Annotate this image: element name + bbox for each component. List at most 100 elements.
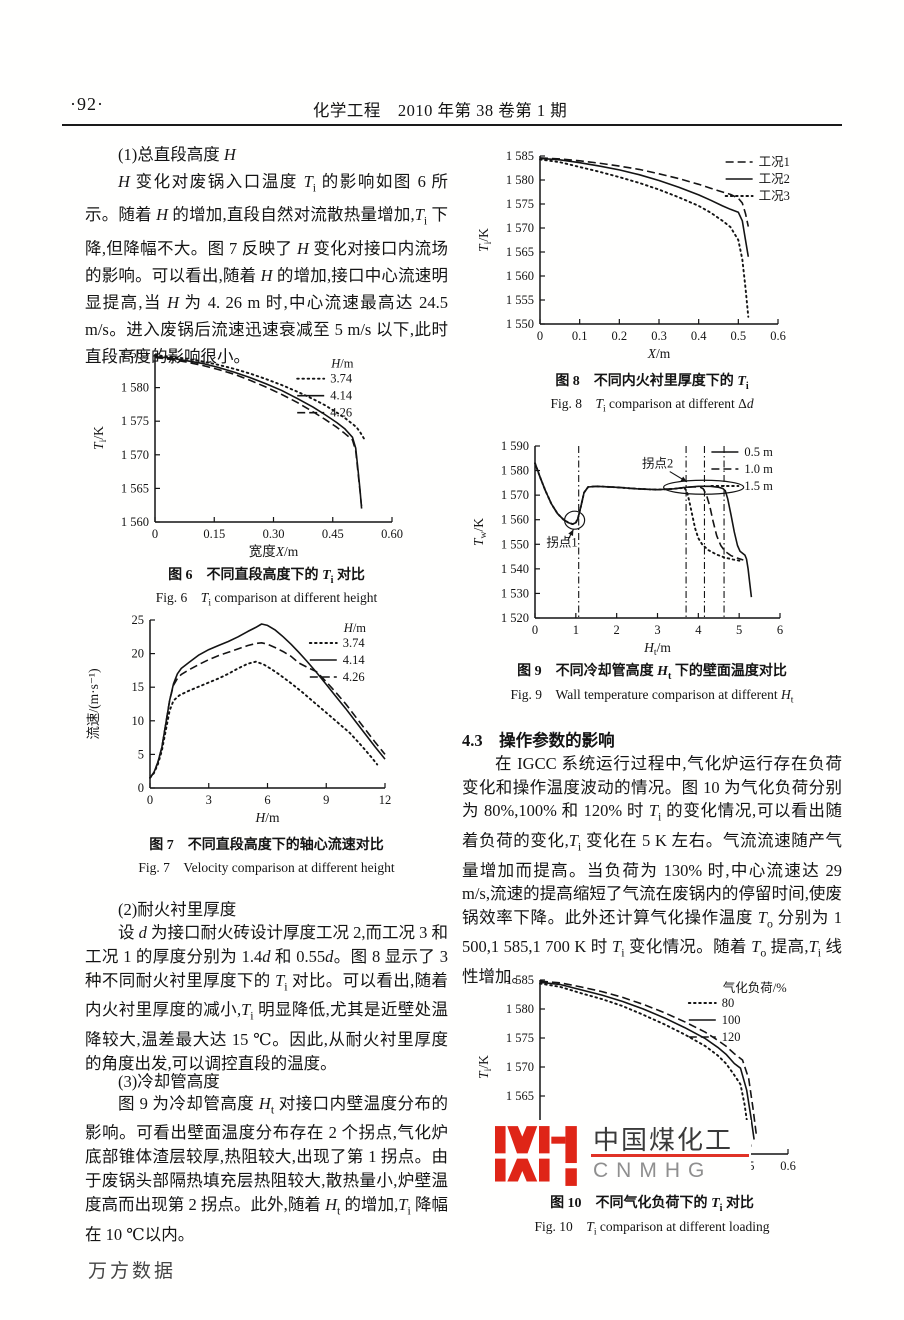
- svg-text:10: 10: [132, 714, 145, 728]
- svg-text:0: 0: [152, 527, 158, 541]
- figure-8-caption-en: Fig. 8 Ti comparison at different Δd: [550, 396, 754, 415]
- svg-text:1: 1: [573, 623, 579, 637]
- svg-text:1 540: 1 540: [501, 562, 529, 576]
- figure-10-caption-zh: 图 10 不同气化负荷下的 Ti 对比: [550, 1196, 754, 1214]
- svg-text:5: 5: [736, 623, 742, 637]
- svg-text:1 580: 1 580: [501, 464, 529, 478]
- paragraph-3: 图 9 为冷却管高度 Ht 对接口内壁温度分布的影响。可看出壁面温度分布存在 2…: [85, 1094, 449, 1244]
- svg-text:2: 2: [614, 623, 620, 637]
- svg-text:拐点2: 拐点2: [642, 456, 673, 471]
- svg-text:1 520: 1 520: [501, 611, 529, 625]
- svg-text:H/m: H/m: [343, 621, 367, 635]
- svg-text:1 560: 1 560: [121, 515, 149, 529]
- svg-text:1 580: 1 580: [506, 173, 534, 187]
- svg-text:1 575: 1 575: [121, 414, 149, 428]
- svg-text:120: 120: [722, 1030, 741, 1044]
- svg-text:0.2: 0.2: [612, 329, 628, 343]
- svg-text:H/m: H/m: [254, 810, 280, 825]
- paragraph-4: 在 IGCC 系统运行过程中,气化炉运行存在负荷变化和操作温度波动的情况。图 1…: [462, 754, 843, 987]
- svg-text:3: 3: [206, 793, 212, 807]
- figure-10-caption-en: Fig. 10 Ti comparison at different loadi…: [534, 1219, 770, 1238]
- svg-text:0: 0: [138, 781, 144, 795]
- svg-text:1 585: 1 585: [121, 347, 149, 361]
- svg-text:4.14: 4.14: [343, 653, 366, 667]
- section-2-heading: (2)耐火衬里厚度: [118, 900, 237, 919]
- svg-text:1 575: 1 575: [506, 197, 534, 211]
- svg-text:1 570: 1 570: [501, 488, 529, 502]
- svg-text:0.4: 0.4: [691, 329, 707, 343]
- svg-text:6: 6: [777, 623, 783, 637]
- figure-7-caption-en: Fig. 7 Velocity comparison at different …: [138, 860, 395, 875]
- figure-8-chart: 0 0.1 0.2 0.3 0.4 0.5 0.6 1 550 1 555 1 560 1 565 1…: [462, 146, 842, 368]
- svg-text:Ht/m: Ht/m: [643, 640, 671, 658]
- svg-text:1 590: 1 590: [501, 439, 529, 453]
- page-number: ·92·: [70, 94, 104, 114]
- svg-text:0: 0: [537, 329, 543, 343]
- wanfang-watermark-text: 万方数据: [88, 1261, 177, 1282]
- svg-text:0.5: 0.5: [731, 329, 747, 343]
- figure-8-plot: 0 0.1 0.2 0.3 0.4 0.5 0.6 1 550 1 555 1 560 1 565 1…: [476, 149, 790, 361]
- figure-6-chart: 0 0.15 0.30 0.45 0.60 1 560 1 565 1 570 1 575 1 5…: [85, 346, 448, 562]
- watermark-brand-en: CNMHG: [593, 1159, 713, 1182]
- svg-text:3.74: 3.74: [343, 636, 366, 650]
- svg-text:工况3: 工况3: [759, 189, 790, 203]
- svg-text:0.1: 0.1: [572, 329, 588, 343]
- figure-9-caption-en: Fig. 9 Wall temperature comparison at di…: [510, 687, 794, 706]
- svg-text:流速/(m·s⁻¹): 流速/(m·s⁻¹): [86, 668, 101, 739]
- svg-text:Ti/K: Ti/K: [476, 228, 494, 252]
- svg-text:25: 25: [132, 613, 145, 627]
- figure-7-plot: 0 3 6 9 120510152025H/m流速/(m·s⁻¹)H/m3.744.14…: [86, 613, 392, 825]
- watermark-underline: [591, 1154, 749, 1157]
- section-4-3-heading: 4.3 操作参数的影响: [462, 731, 615, 750]
- figure-9-plot: 0 1 2 3 4 5 6 1 520 1 530 1 540 1 550 1 560 1 570 1 5…: [471, 439, 783, 658]
- paragraph-1: H 变化对废锅入口温度 Ti 的影响如图 6 所示。随着 H 的增加,直段自然对…: [85, 172, 449, 366]
- svg-text:1 565: 1 565: [506, 1089, 534, 1103]
- svg-text:1 585: 1 585: [506, 973, 534, 987]
- figure-7-caption-zh: 图 7 不同直段高度下的轴心流速对比: [149, 838, 384, 853]
- svg-text:9: 9: [323, 793, 329, 807]
- svg-text:X/m: X/m: [647, 346, 671, 361]
- svg-text:15: 15: [132, 680, 145, 694]
- watermark-brand-zh: 中国煤化工: [593, 1125, 734, 1155]
- svg-text:1 555: 1 555: [506, 293, 534, 307]
- svg-text:0.30: 0.30: [263, 527, 285, 541]
- figure-6-caption-en: Fig. 6 Ti comparison at different height: [155, 590, 378, 609]
- svg-text:4: 4: [695, 623, 702, 637]
- svg-text:4.14: 4.14: [330, 389, 353, 403]
- journal-header: 化学工程 2010 年第 38 卷第 1 期: [312, 101, 568, 120]
- svg-text:3: 3: [654, 623, 660, 637]
- svg-text:1 570: 1 570: [506, 221, 534, 235]
- section-1-heading: (1)总直段高度 H: [118, 145, 236, 164]
- svg-text:Tw/K: Tw/K: [471, 518, 489, 546]
- header-rule: [62, 124, 842, 126]
- svg-text:宽度X/m: 宽度X/m: [249, 543, 299, 559]
- svg-text:1 585: 1 585: [506, 149, 534, 163]
- paragraph-2: 设 d 为接口耐火砖设计厚度工况 2,而工况 3 和工况 1 的厚度分别为 1.…: [85, 923, 449, 1073]
- svg-text:4.26: 4.26: [330, 406, 352, 420]
- figure-9-chart: 0 1 2 3 4 5 6 1 520 1 530 1 540 1 550 1 560 1 570 1 5…: [462, 438, 842, 658]
- svg-text:0.6: 0.6: [770, 329, 786, 343]
- svg-text:100: 100: [722, 1013, 741, 1027]
- svg-text:拐点1: 拐点1: [546, 535, 577, 550]
- svg-text:H/m: H/m: [330, 357, 354, 371]
- svg-text:1 580: 1 580: [506, 1002, 534, 1016]
- svg-text:Ti/K: Ti/K: [91, 426, 109, 450]
- svg-text:1 580: 1 580: [121, 381, 149, 395]
- svg-text:4.26: 4.26: [343, 670, 365, 684]
- svg-text:1.5 m: 1.5 m: [744, 479, 773, 493]
- svg-text:5: 5: [138, 747, 144, 761]
- figure-7-chart: 0 3 6 9 12 0 5 10 15 20 25 H/m 流速/(m·s⁻¹) H/m 3.74 4.14…: [85, 612, 448, 832]
- svg-text:6: 6: [264, 793, 270, 807]
- figure-9-caption-zh: 图 9 不同冷却管高度 Ht 下的壁面温度对比: [517, 664, 787, 682]
- svg-text:1 560: 1 560: [506, 269, 534, 283]
- svg-text:0.6: 0.6: [780, 1159, 796, 1173]
- svg-text:0.45: 0.45: [322, 527, 344, 541]
- svg-text:工况2: 工况2: [759, 172, 790, 186]
- cnmhg-logo-icon: [495, 1126, 577, 1186]
- svg-text:12: 12: [379, 793, 392, 807]
- svg-text:1 565: 1 565: [121, 481, 149, 495]
- svg-text:1.0 m: 1.0 m: [744, 462, 773, 476]
- figure-8-caption-zh: 图 8 不同内火衬里厚度下的 Ti: [555, 374, 749, 392]
- svg-text:0.60: 0.60: [381, 527, 403, 541]
